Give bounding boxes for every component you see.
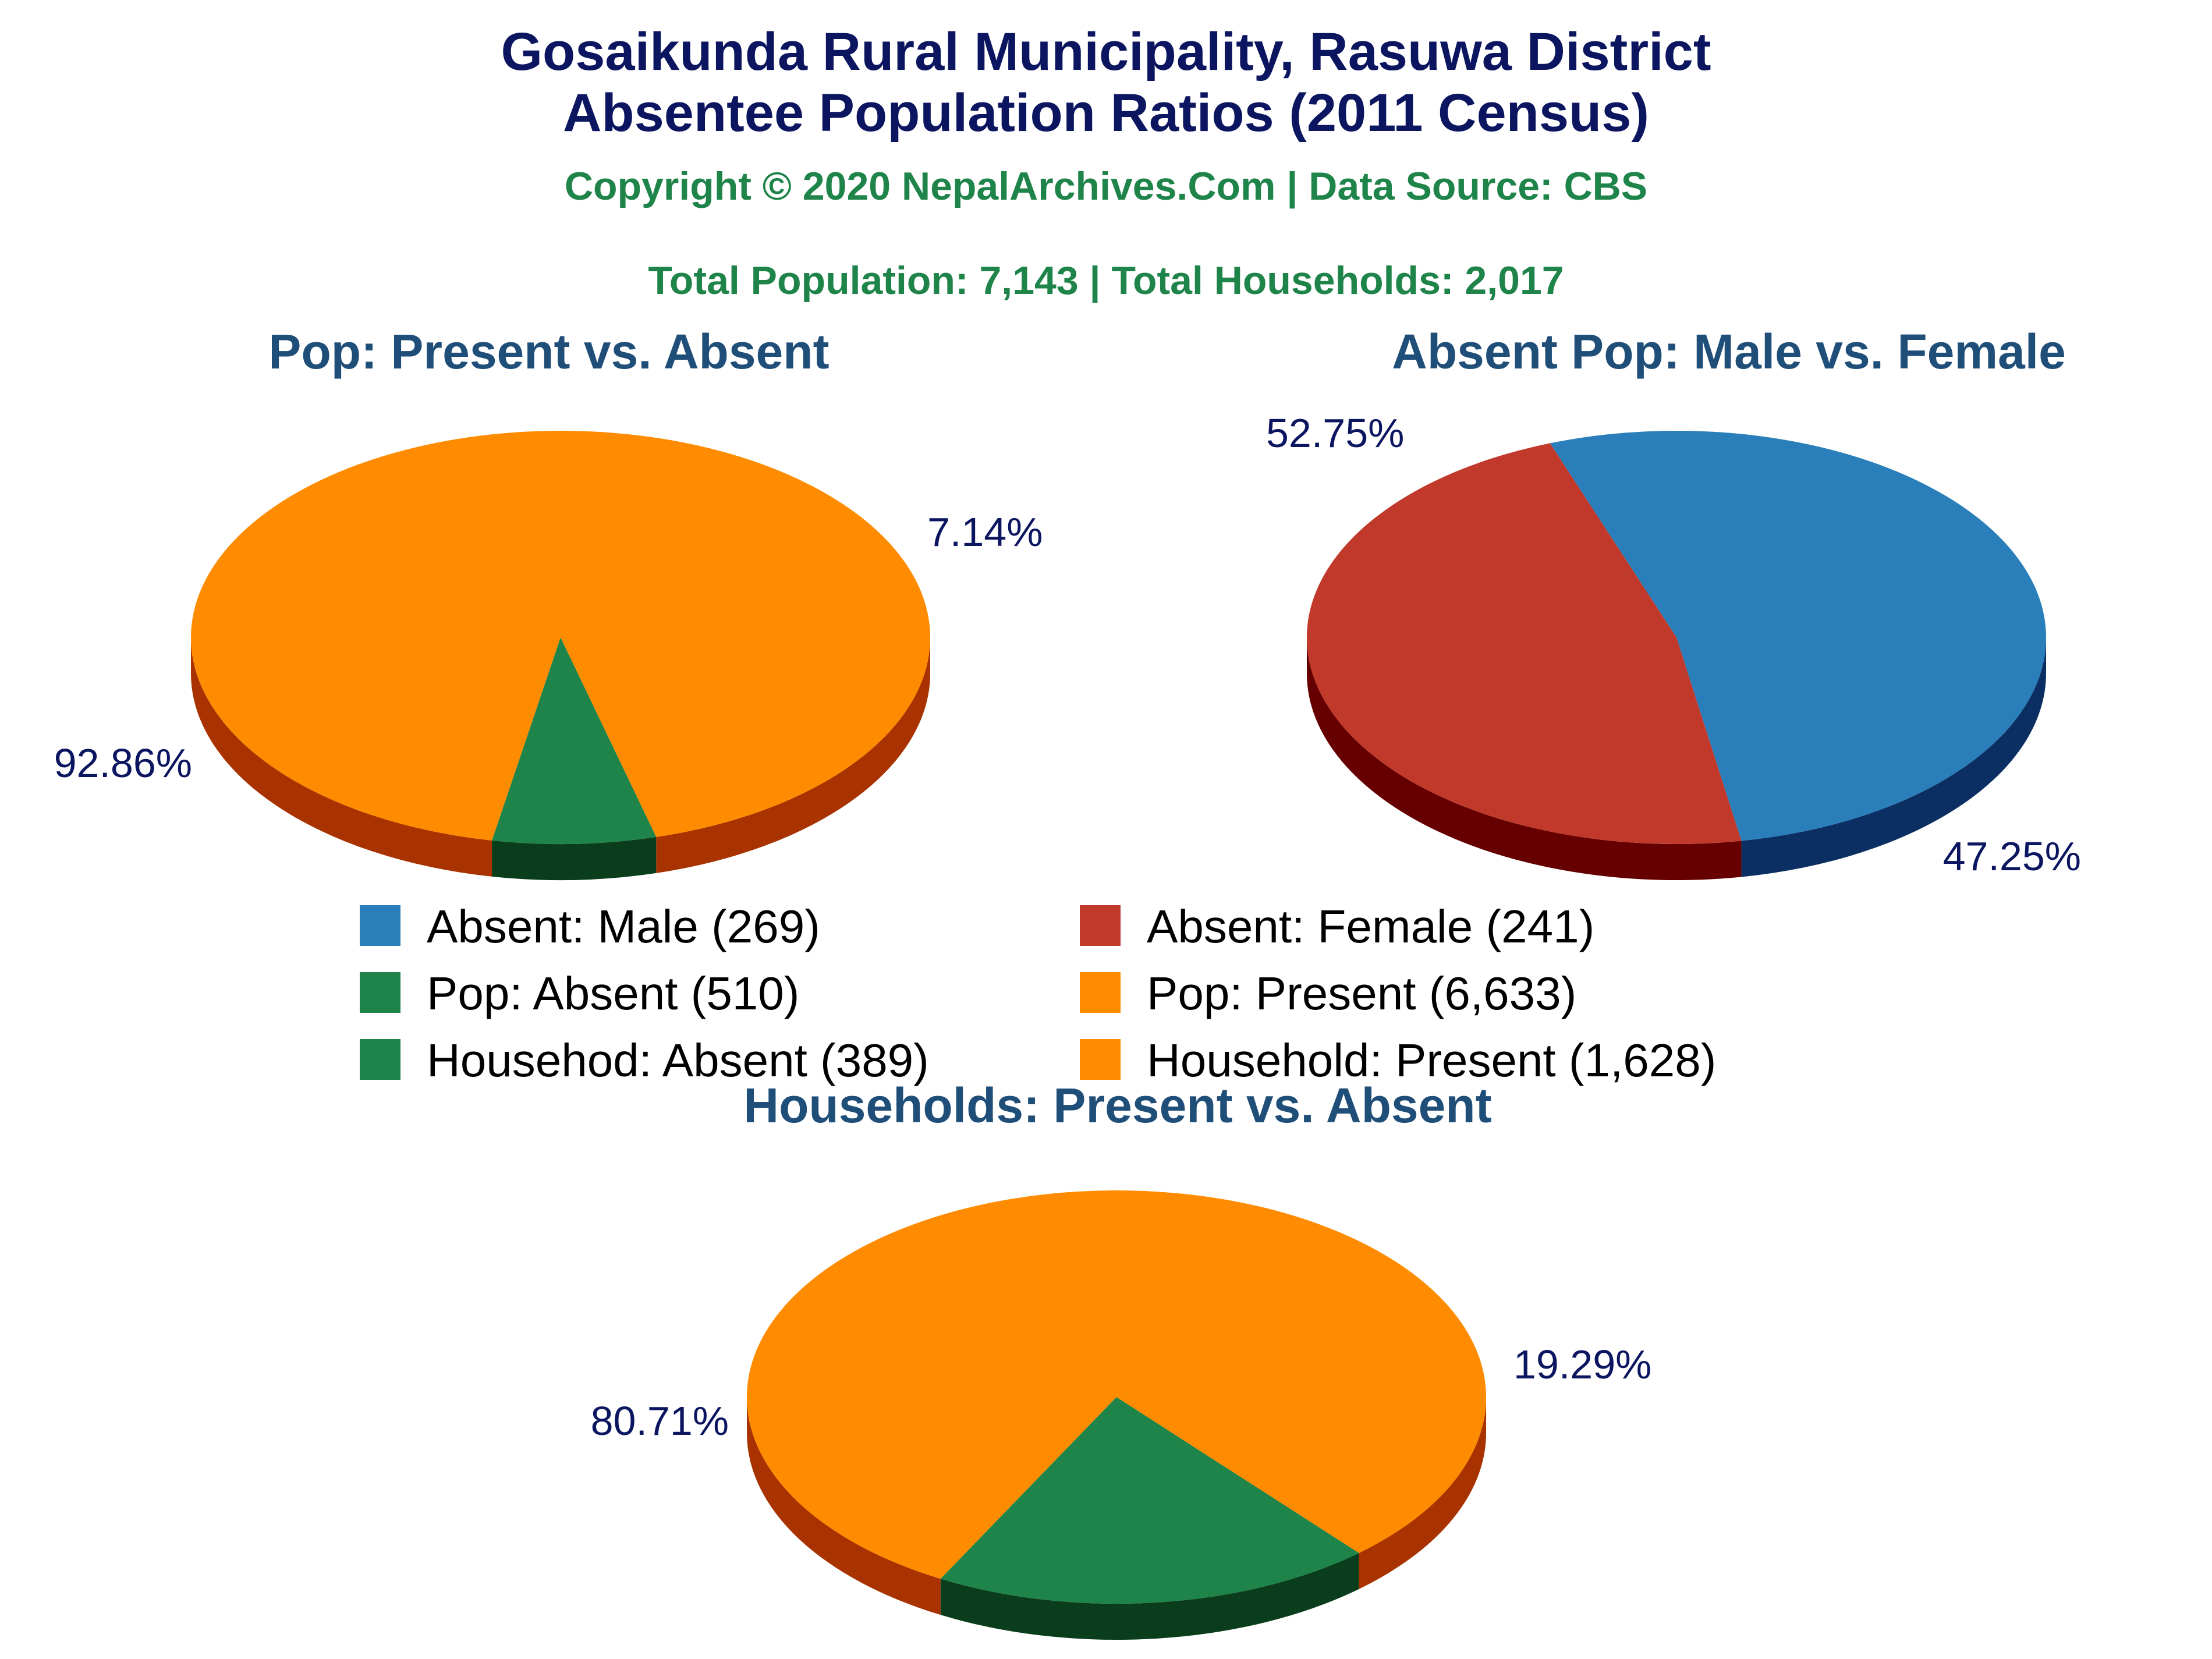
pie-side-household-present [1359, 1397, 1486, 1589]
legend-item-pop-absent-510: Pop: Absent (510) [360, 967, 799, 1019]
legend-item-pop-present-6-633: Pop: Present (6,633) [1080, 967, 1576, 1019]
pie-side-pop-present [191, 637, 492, 877]
pie-percent-label-household-present: 80.71% [591, 1398, 729, 1444]
legend-item-absent-male-269: Absent: Male (269) [360, 901, 820, 952]
pie-title-2: Absent Pop: Male vs. Female [1392, 324, 2066, 379]
copyright-line: Copyright © 2020 NepalArchives.Com | Dat… [565, 164, 1647, 209]
pie-charts: Pop: Present vs. Absent 7.14% 92.86% Absent… [54, 324, 2081, 1640]
pie-chart-absent-pop-male-vs-female: Absent Pop: Male vs. Female 52.75% 47.25% [1266, 324, 2081, 880]
legend-label: Pop: Absent (510) [427, 967, 799, 1019]
pie-percent-label-absent-male: 52.75% [1266, 410, 1404, 456]
pie-slice-pop-absent [492, 637, 657, 844]
pie-percent-label-househod-absent: 19.29% [1513, 1342, 1651, 1387]
pie-side-househod-absent [940, 1552, 1359, 1640]
pie-slice-pop-present [191, 430, 931, 841]
legend-swatch [360, 905, 400, 946]
pie-percent-label-absent-female: 47.25% [1943, 834, 2081, 879]
pie-side-absent-male [1741, 637, 2046, 877]
totals-line: Total Population: 7,143 | Total Househol… [648, 258, 1564, 303]
pie-slice-absent-male [1550, 431, 2046, 841]
legend-label: Househod: Absent (389) [427, 1034, 929, 1086]
legend: Absent: Male (269) Absent: Female (241) Po… [360, 901, 1716, 1086]
legend-label: Absent: Female (241) [1147, 901, 1594, 952]
legend-item-absent-female-241: Absent: Female (241) [1080, 901, 1594, 952]
pie-percent-label-pop-present: 92.86% [54, 740, 192, 786]
pie-chart-pop-present-vs-absent: Pop: Present vs. Absent 7.14% 92.86% [54, 324, 1043, 880]
pie-slice-household-present [747, 1190, 1486, 1579]
legend-swatch [1080, 972, 1121, 1013]
legend-swatch [360, 972, 400, 1013]
pie-side-absent-female [1307, 637, 1742, 880]
pie-title-1: Pop: Present vs. Absent [268, 324, 829, 379]
chart-title-line2: Absentee Population Ratios (2011 Census) [563, 83, 1649, 143]
legend-label: Household: Present (1,628) [1147, 1034, 1716, 1086]
legend-label: Pop: Present (6,633) [1147, 967, 1576, 1019]
pie-chart-households-present-vs-absent: Households: Present vs. Absent 19.29% 80.7… [591, 1078, 1651, 1640]
legend-item-househod-absent-389: Househod: Absent (389) [360, 1034, 929, 1086]
pie-title-3: Households: Present vs. Absent [743, 1078, 1491, 1133]
chart-header: Gosaikunda Rural Municipality, Rasuwa Di… [501, 22, 1711, 303]
pie-side-pop-absent [492, 836, 657, 880]
pie-percent-label-pop-absent: 7.14% [927, 509, 1043, 555]
chart-title-line1: Gosaikunda Rural Municipality, Rasuwa Di… [501, 22, 1711, 81]
legend-item-household-present-1-628: Household: Present (1,628) [1080, 1034, 1716, 1086]
legend-swatch [1080, 905, 1121, 946]
pie-slice-househod-absent [940, 1397, 1359, 1604]
legend-swatch [1080, 1039, 1121, 1080]
pie-side-household-present [747, 1397, 941, 1615]
legend-swatch [360, 1039, 400, 1080]
legend-label: Absent: Male (269) [427, 901, 820, 952]
pie-side-pop-present [656, 637, 930, 873]
pie-slice-absent-female [1306, 443, 1742, 845]
